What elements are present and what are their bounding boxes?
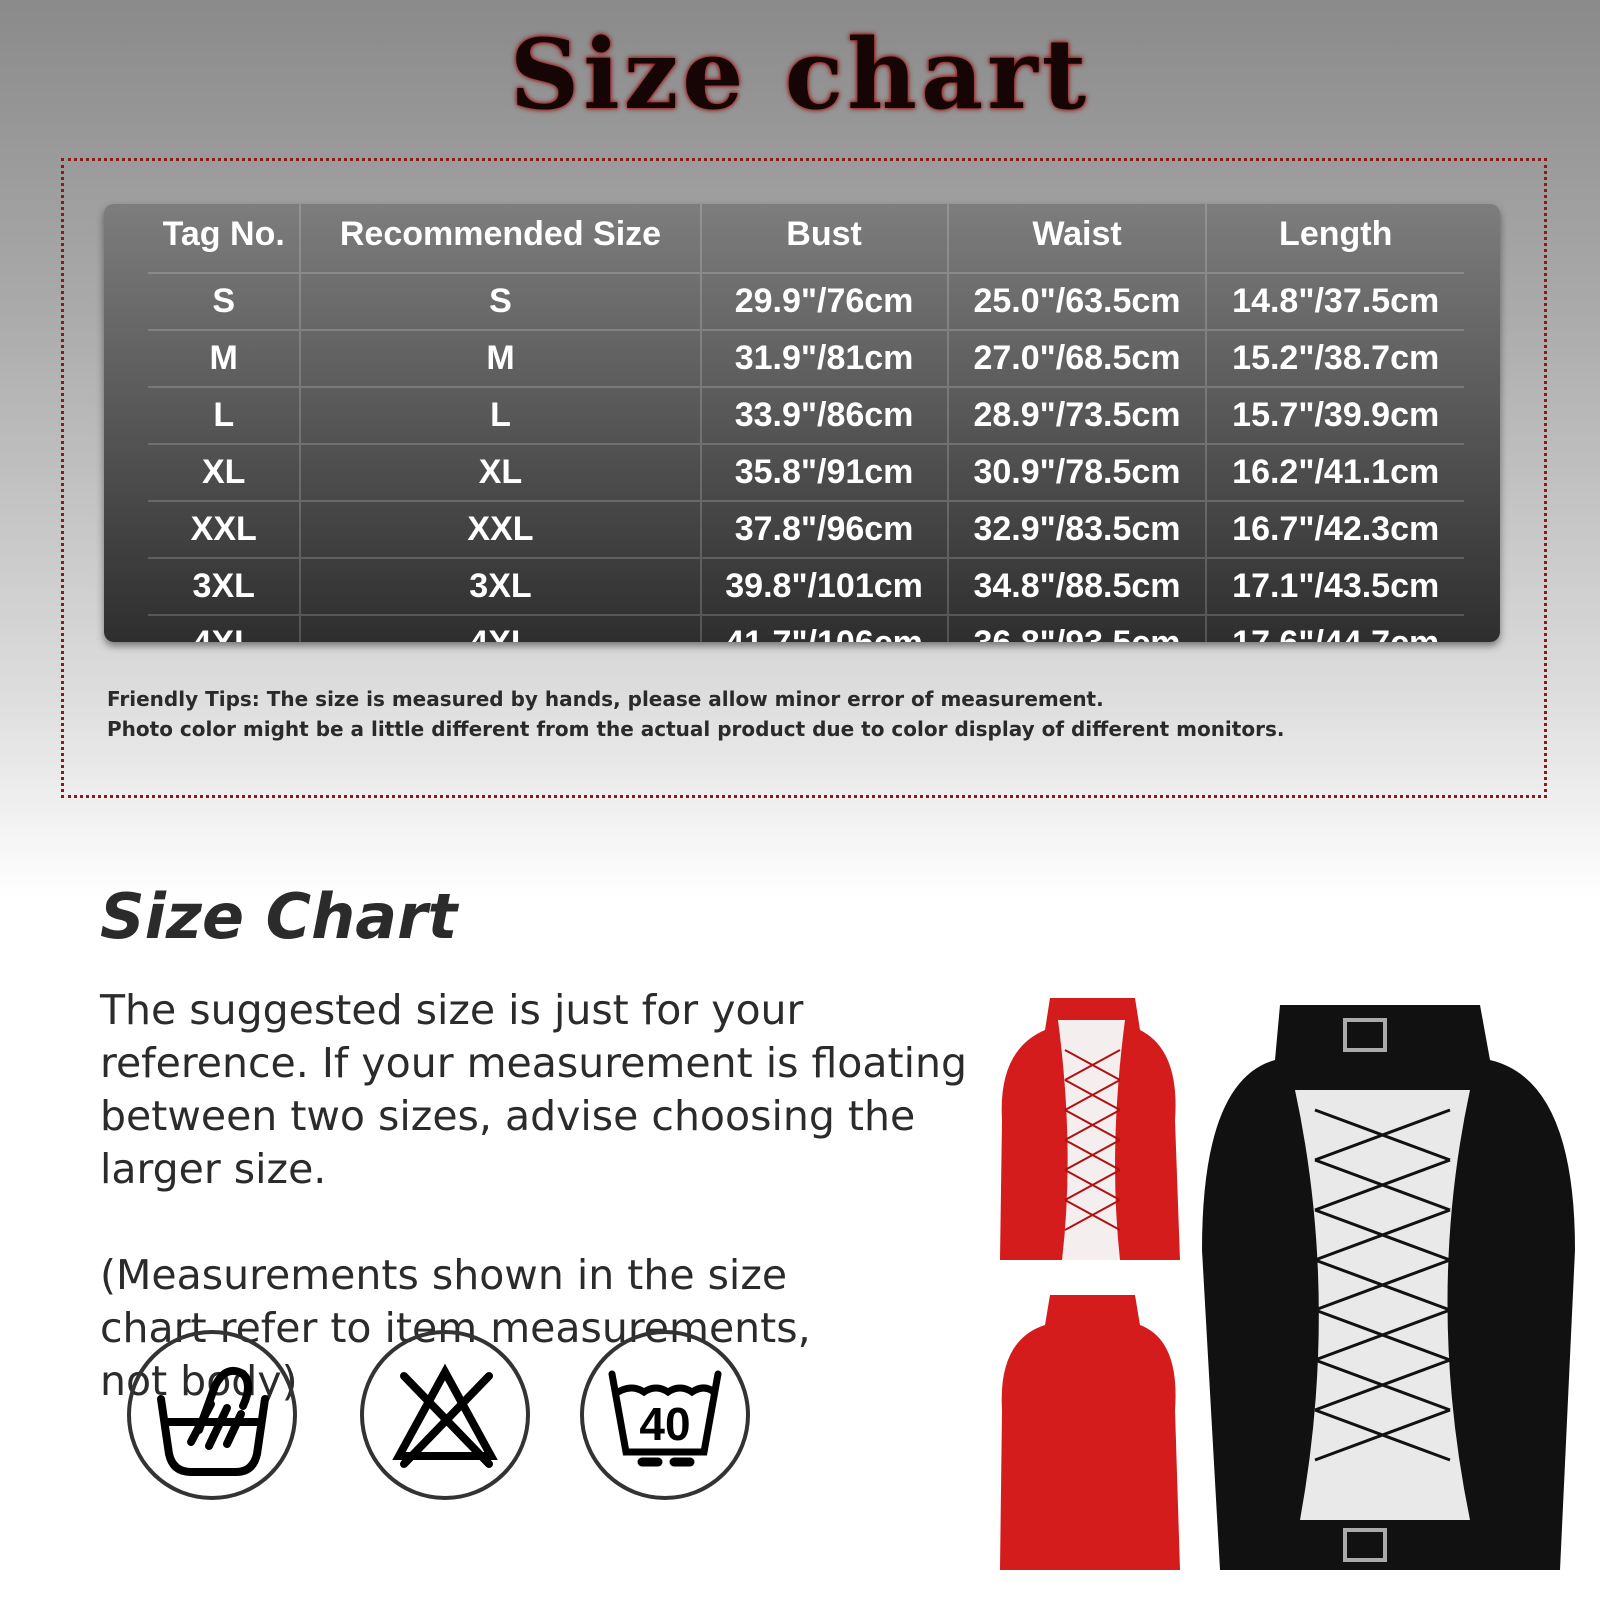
table-cell: XL — [148, 443, 301, 501]
table-cell: 37.8"/96cm — [699, 500, 948, 558]
table-cell: 28.9"/73.5cm — [946, 386, 1207, 444]
column-header: Tag No. — [162, 214, 285, 253]
section-title: Size Chart — [100, 880, 458, 953]
table-cell: L — [299, 386, 701, 444]
table-row: 3XL 3XL 39.8"/101cm 34.8"/88.5cm 17.1"/43.5c… — [148, 557, 1464, 615]
tip-line: Friendly Tips: The size is measured by h… — [107, 687, 1104, 711]
table-cell: 36.8"/93.5cm — [946, 614, 1207, 642]
table-cell: 34.8"/88.5cm — [946, 557, 1207, 615]
table-cell: XL — [299, 443, 701, 501]
page-title: Size chart — [509, 18, 1091, 131]
table-row: M M 31.9"/81cm 27.0"/68.5cm 15.2"/38.7cm — [148, 329, 1464, 387]
table-cell: 3XL — [299, 557, 701, 615]
table-cell: 33.9"/86cm — [699, 386, 948, 444]
table-row: L L 33.9"/86cm 28.9"/73.5cm 15.7"/39.9cm — [148, 386, 1464, 444]
table-row: XL XL 35.8"/91cm 30.9"/78.5cm 16.2"/41.1cm — [148, 443, 1464, 501]
table-cell: 27.0"/68.5cm — [946, 329, 1207, 387]
do-not-bleach-icon — [360, 1330, 530, 1500]
table-cell: 15.7"/39.9cm — [1205, 386, 1464, 444]
table-cell: XXL — [299, 500, 701, 558]
column-header: Recommended Size — [299, 204, 701, 273]
table-cell: 17.1"/43.5cm — [1205, 557, 1464, 615]
table-cell: M — [148, 329, 301, 387]
table-cell: 16.2"/41.1cm — [1205, 443, 1464, 501]
table-cell: 4XL — [299, 614, 701, 642]
paragraph: The suggested size is just for your refe… — [100, 986, 967, 1193]
size-table: Tag No. Recommended Size Bust Waist Length S… — [104, 204, 1500, 642]
friendly-tips: Friendly Tips: The size is measured by h… — [107, 684, 1284, 744]
table-cell: S — [299, 272, 701, 330]
table-cell: M — [299, 329, 701, 387]
table-cell: 25.0"/63.5cm — [946, 272, 1207, 330]
table-cell: XXL — [148, 500, 301, 558]
table-row: S S 29.9"/76cm 25.0"/63.5cm 14.8"/37.5cm — [148, 272, 1464, 330]
column-header: Bust — [699, 204, 948, 273]
column-header: Waist — [946, 204, 1207, 273]
table-cell: 15.2"/38.7cm — [1205, 329, 1464, 387]
table-cell: L — [148, 386, 301, 444]
table-cell: 31.9"/81cm — [699, 329, 948, 387]
column-header: Length — [1205, 204, 1464, 273]
table-cell: 14.8"/37.5cm — [1205, 272, 1464, 330]
table-cell: 30.9"/78.5cm — [946, 443, 1207, 501]
section-text: The suggested size is just for your refe… — [100, 984, 1000, 1461]
wash-40-icon: 40 — [580, 1330, 750, 1500]
table-cell: 32.9"/83.5cm — [946, 500, 1207, 558]
table-cell: 3XL — [148, 557, 301, 615]
table-row: 4XL4XL41.7"/106cm36.8"/93.5cm17.6"/44.7c… — [148, 614, 1464, 642]
table-row: XXL XXL 37.8"/96cm 32.9"/83.5cm 16.7"/42.3cm — [148, 500, 1464, 558]
red-top-image — [1000, 998, 1180, 1570]
wash-temperature: 40 — [639, 1398, 690, 1450]
table-cell: 41.7"/106cm — [699, 614, 948, 642]
tip-line: Photo color might be a little different … — [107, 717, 1285, 741]
table-cell: 39.8"/101cm — [699, 557, 948, 615]
black-top-image — [1202, 1005, 1575, 1570]
hand-wash-icon — [127, 1330, 297, 1500]
size-table-frame — [61, 158, 1547, 798]
table-cell: 35.8"/91cm — [699, 443, 948, 501]
table-cell: 4XL — [148, 614, 301, 642]
table-cell: 16.7"/42.3cm — [1205, 500, 1464, 558]
table-cell: S — [148, 272, 301, 330]
table-cell: 17.6"/44.7cm — [1205, 614, 1464, 642]
table-cell: 29.9"/76cm — [699, 272, 948, 330]
